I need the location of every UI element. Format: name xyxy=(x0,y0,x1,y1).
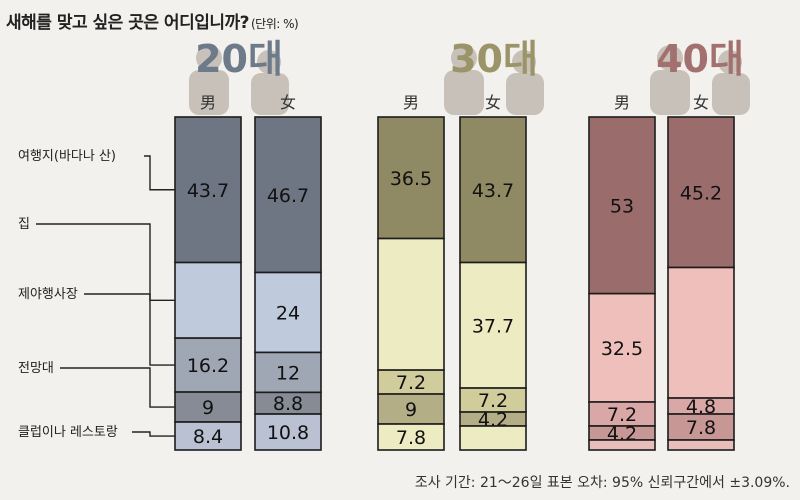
bar-gender-label: 女 xyxy=(693,93,709,112)
group-header-1: 30대 xyxy=(450,37,538,81)
leader-line xyxy=(144,155,175,191)
bar-gender-label: 女 xyxy=(485,93,501,112)
bar-segment xyxy=(459,425,527,451)
data-label: 46.7 xyxy=(267,185,309,207)
data-label: 43.7 xyxy=(187,180,229,202)
data-label: 36.5 xyxy=(390,168,432,190)
category-label: 집 xyxy=(18,217,30,232)
data-label: 16.2 xyxy=(187,355,229,377)
person-silhouette-icon xyxy=(257,50,281,74)
category-label: 여행지(바다나 산) xyxy=(18,148,116,164)
leader-line xyxy=(84,293,175,366)
person-silhouette-icon xyxy=(196,45,222,71)
data-label: 7.2 xyxy=(478,390,508,412)
data-label: 43.7 xyxy=(472,180,514,202)
bar-segment xyxy=(588,292,656,403)
data-label: 9 xyxy=(405,399,417,421)
data-label: 8.8 xyxy=(273,393,303,415)
group-header-0: 20대 xyxy=(195,37,283,81)
bar-segment xyxy=(254,271,322,354)
bar-segment xyxy=(588,401,656,427)
bar-segment xyxy=(667,413,735,441)
bar-gender-label: 男 xyxy=(200,93,216,112)
person-silhouette-icon xyxy=(657,45,683,71)
bar-gender-label: 女 xyxy=(280,93,296,112)
bar-segment xyxy=(459,116,527,264)
bar-segment xyxy=(174,337,242,393)
data-label: 7.8 xyxy=(686,417,716,439)
leader-line xyxy=(36,223,175,302)
data-label: 7.8 xyxy=(396,427,426,449)
person-silhouette-icon xyxy=(251,73,289,115)
data-label: 8.4 xyxy=(193,426,223,448)
title-text: 새해를 맞고 싶은 곳은 어디입니까? xyxy=(6,13,250,33)
bar-segment xyxy=(459,261,527,389)
bar-segment xyxy=(588,439,656,451)
person-silhouette-icon xyxy=(451,45,477,71)
person-silhouette-icon xyxy=(444,70,484,115)
bar-gender-label: 男 xyxy=(614,93,630,112)
bar-segment xyxy=(377,237,445,371)
data-label: 7.2 xyxy=(396,372,426,394)
person-silhouette-icon xyxy=(189,70,229,115)
person-silhouette-icon xyxy=(650,70,690,115)
data-label: 53 xyxy=(610,195,634,217)
bar-segment xyxy=(667,266,735,399)
bar-segment xyxy=(254,413,322,451)
bar-segment xyxy=(174,261,242,339)
person-silhouette-icon xyxy=(712,73,750,115)
data-label: 7.2 xyxy=(607,404,637,426)
group-header-2: 40대 xyxy=(656,37,744,81)
chart-title: 새해를 맞고 싶은 곳은 어디입니까? (단위: %) xyxy=(6,8,299,33)
bar-segment xyxy=(174,391,242,423)
person-silhouette-icon xyxy=(718,50,742,74)
bar-gender-label: 男 xyxy=(403,93,419,112)
category-label: 제야행사장 xyxy=(18,286,78,302)
data-label: 12 xyxy=(276,362,300,384)
data-label: 45.2 xyxy=(680,182,722,204)
category-label: 클럽이나 레스토랑 xyxy=(18,425,118,440)
data-label: 4.8 xyxy=(686,396,716,418)
data-label: 10.8 xyxy=(267,422,309,444)
data-label: 37.7 xyxy=(472,315,514,337)
bar-segment xyxy=(174,116,242,264)
bar-segment xyxy=(667,116,735,269)
bar-segment xyxy=(174,421,242,451)
person-silhouette-icon xyxy=(506,73,544,115)
leader-line xyxy=(132,431,175,437)
data-label: 32.5 xyxy=(601,338,643,360)
bar-segment xyxy=(377,423,445,451)
unit-label: (단위: %) xyxy=(251,17,299,31)
bar-segment xyxy=(588,116,656,295)
person-silhouette-icon xyxy=(512,50,536,74)
category-label: 전망대 xyxy=(18,361,54,376)
data-label: 9 xyxy=(202,397,214,419)
footnote: 조사 기간: 21～26일 표본 오차: 95% 신뢰구간에서 ±3.09%. xyxy=(414,475,790,491)
leader-line xyxy=(60,367,175,408)
bar-segment xyxy=(377,116,445,240)
data-label: 24 xyxy=(276,302,300,324)
bar-segment xyxy=(667,439,735,451)
